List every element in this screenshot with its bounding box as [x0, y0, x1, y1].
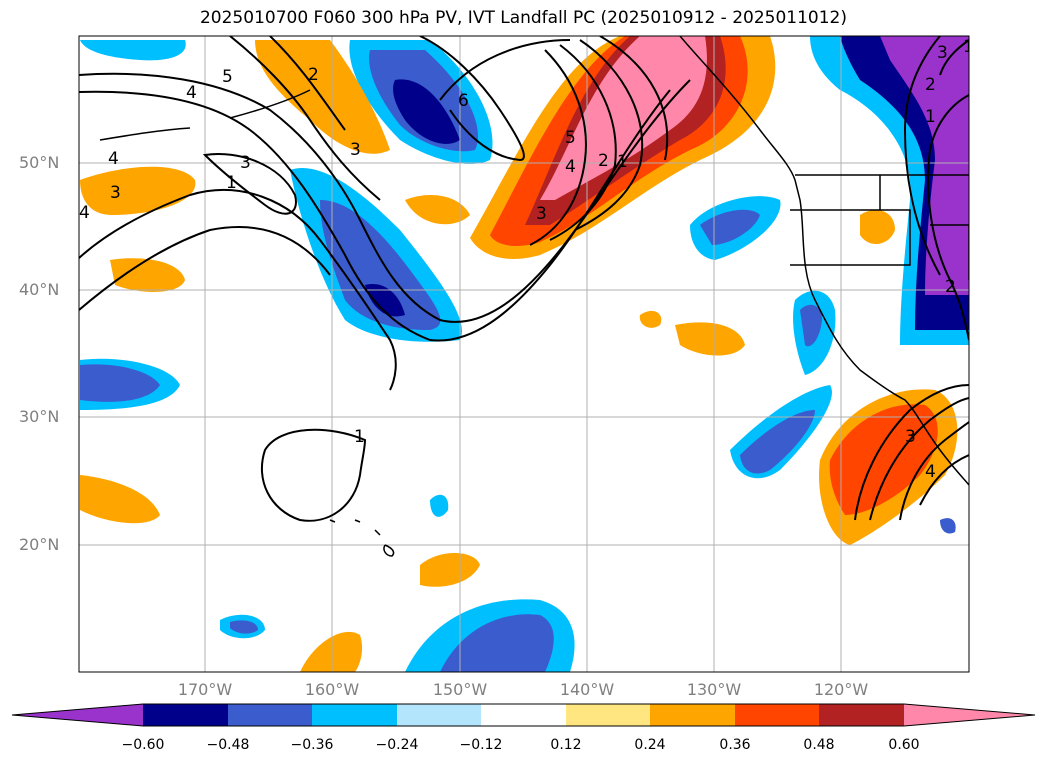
colorbar-tick: 0.48	[803, 737, 835, 753]
contour-label: 6	[458, 91, 469, 111]
colorbar-tick: 0.60	[888, 737, 920, 753]
contour-label: 4	[108, 149, 119, 169]
map-plot: 5 4 3 2 1 6 5 4 3 2 1 3 4 1 3 2 1 1 2 3 …	[79, 36, 974, 672]
contour-labels: 5 4 3 2 1 6 5 4 3 2 1 3 4 1 3 2 1 1 2 3 …	[79, 37, 974, 482]
contour-label: 1	[963, 37, 974, 57]
contour-label: 1	[925, 107, 936, 127]
colorbar-tick: 0.12	[550, 737, 582, 753]
lon-label-160w: 160°W	[304, 680, 360, 699]
colorbar-max-arrow	[904, 704, 1035, 726]
colorbar-tick: −0.60	[121, 737, 165, 753]
contour-label: 4	[186, 83, 197, 103]
colorbar-swatch	[143, 704, 228, 726]
pv-contours	[79, 36, 969, 522]
colorbar-swatch	[481, 704, 566, 726]
contour-label: 3	[240, 153, 251, 173]
lon-label-150w: 150°W	[432, 680, 488, 699]
colorbar-swatch	[819, 704, 904, 726]
colorbar-min-arrow	[12, 704, 143, 726]
contour-label: 1	[354, 427, 365, 447]
lat-label-30n: 30°N	[19, 407, 60, 426]
colorbar-swatch	[650, 704, 735, 726]
contour-label: 2	[945, 277, 956, 297]
contour-label: 3	[937, 43, 948, 63]
central-pacific-features	[220, 310, 745, 672]
coastlines	[99, 36, 969, 557]
colorbar-tick: 0.36	[719, 737, 751, 753]
contour-label: 2	[598, 151, 609, 171]
colorbar	[11, 703, 1036, 727]
contour-label: 5	[222, 67, 233, 87]
contour-label: 3	[905, 427, 916, 447]
contour-label: 3	[536, 204, 547, 224]
lat-label-20n: 20°N	[19, 535, 60, 554]
colorbar-outline	[11, 703, 1036, 727]
colorbar-swatch	[735, 704, 819, 726]
contour-label: 3	[350, 140, 361, 160]
contour-label: 2	[308, 65, 319, 85]
lat-label-40n: 40°N	[19, 280, 60, 299]
colorbar-tick: −0.48	[206, 737, 250, 753]
positive-anomaly-west	[80, 166, 196, 524]
lat-label-50n: 50°N	[19, 153, 60, 172]
contour-label: 1	[617, 152, 628, 172]
chart-title: 2025010700 F060 300 hPa PV, IVT Landfall…	[199, 8, 847, 28]
lon-label-170w: 170°W	[177, 680, 233, 699]
colorbar-swatch	[566, 704, 650, 726]
contour-label: 4	[565, 157, 576, 177]
negative-anomaly-trough	[349, 40, 493, 164]
contour-label: 2	[925, 75, 936, 95]
colorbar-tick: −0.36	[290, 737, 334, 753]
lon-label-140w: 140°W	[559, 680, 615, 699]
map-frame	[78, 35, 970, 673]
colorbar-tick: −0.12	[459, 737, 503, 753]
contour-label: 4	[925, 462, 936, 482]
colorbar-tick: −0.24	[375, 737, 419, 753]
negative-anomaly-interior	[810, 36, 969, 345]
contour-label: 4	[79, 203, 90, 223]
colorbar-swatch	[397, 704, 481, 726]
contour-label: 5	[565, 128, 576, 148]
contour-label: 1	[226, 173, 237, 193]
colorbar-swatch	[312, 704, 397, 726]
lon-label-120w: 120°W	[813, 680, 869, 699]
contour-label: 3	[110, 183, 121, 203]
positive-anomaly-ridge	[405, 36, 776, 259]
lon-label-130w: 130°W	[686, 680, 742, 699]
east-pacific-features	[690, 196, 958, 545]
colorbar-swatch	[228, 704, 312, 726]
colorbar-tick: 0.24	[634, 737, 666, 753]
